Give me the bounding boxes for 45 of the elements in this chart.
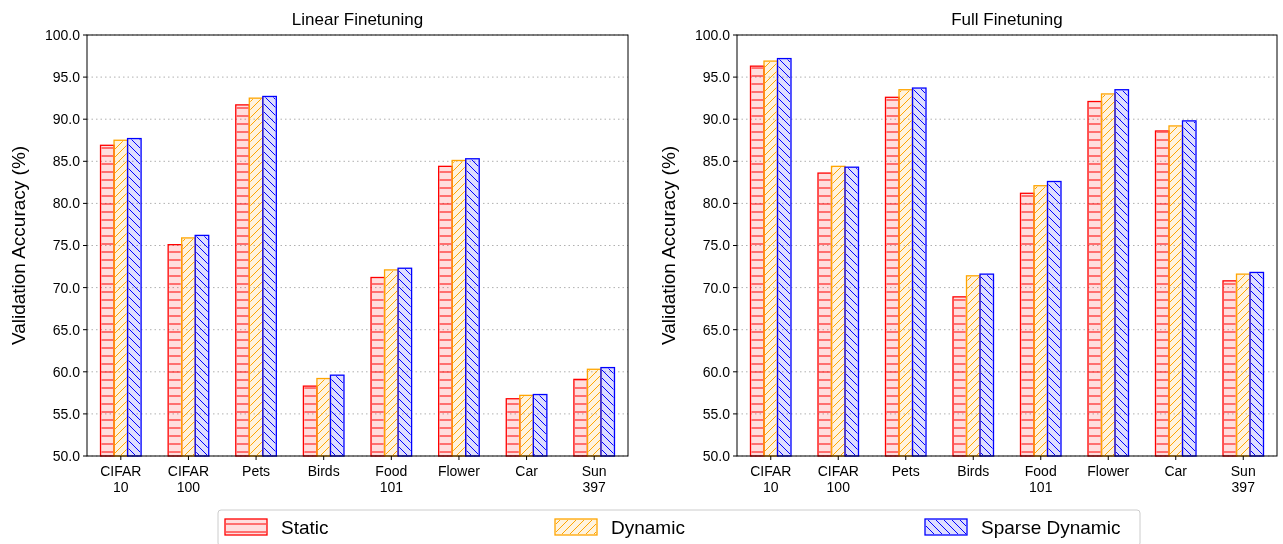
legend-label: Sparse Dynamic	[981, 516, 1121, 538]
y-axis-title: Validation Accuracy (%)	[658, 145, 679, 346]
y-tick-label: 65.0	[52, 321, 81, 338]
x-tick-label: CIFAR 10	[100, 463, 142, 495]
y-tick-label: 75.0	[52, 237, 81, 254]
y-tick-label: 55.0	[702, 405, 731, 422]
y-tick-label: 90.0	[52, 111, 81, 128]
y-tick-label: 50.0	[702, 447, 731, 464]
y-tick-label: 55.0	[52, 405, 81, 422]
x-tick-label: Car	[515, 463, 539, 479]
x-tick-label: Birds	[957, 463, 990, 479]
y-tick-label: 60.0	[702, 363, 731, 380]
y-tick-label: 80.0	[52, 195, 81, 212]
y-tick-label: 90.0	[702, 111, 731, 128]
y-tick-label: 100.0	[694, 26, 731, 43]
y-tick-label: 95.0	[702, 69, 731, 85]
x-tick-label: CIFAR 10	[750, 463, 792, 495]
x-tick-label: Birds	[307, 463, 340, 479]
y-tick-label: 100.0	[44, 26, 81, 43]
y-tick-label: 75.0	[702, 237, 731, 254]
y-tick-label: 65.0	[702, 321, 731, 338]
x-tick-label: Sun 397	[1230, 463, 1256, 495]
chart-title: Full Finetuning	[951, 10, 1063, 29]
x-tick-label: Food 101	[1024, 463, 1057, 495]
x-tick-label: Pets	[242, 463, 271, 479]
legend-label: Static	[281, 516, 329, 538]
x-tick-label: CIFAR 100	[817, 463, 859, 495]
y-axis-title: Validation Accuracy (%)	[8, 145, 29, 346]
x-tick-label: Flower	[1087, 463, 1130, 479]
y-tick-label: 95.0	[52, 69, 81, 85]
legend-label: Dynamic	[611, 516, 685, 538]
y-tick-label: 85.0	[702, 153, 731, 170]
y-tick-label: 70.0	[702, 279, 731, 296]
x-tick-label: Food 101	[375, 463, 408, 495]
x-tick-label: CIFAR 100	[167, 463, 210, 495]
y-tick-label: 60.0	[52, 363, 81, 380]
y-tick-label: 70.0	[52, 279, 81, 296]
x-tick-label: Car	[1164, 463, 1188, 479]
x-tick-label: Flower	[437, 463, 481, 479]
y-tick-label: 80.0	[702, 195, 731, 212]
chart-title: Linear Finetuning	[291, 10, 424, 29]
x-tick-label: Sun 397	[581, 463, 607, 495]
y-tick-label: 85.0	[52, 153, 81, 170]
x-tick-label: Pets	[891, 463, 920, 479]
y-tick-label: 50.0	[52, 447, 81, 464]
